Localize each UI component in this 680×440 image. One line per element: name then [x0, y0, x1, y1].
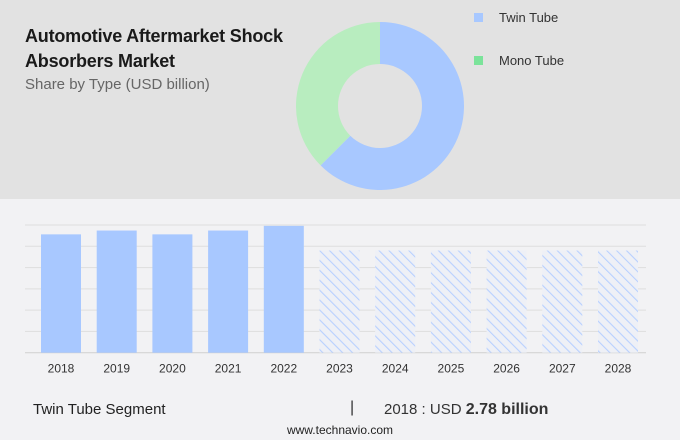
bar-2020	[152, 234, 193, 353]
legend-swatch-icon	[474, 55, 483, 65]
value-amount: 2.78 billion	[465, 401, 549, 418]
x-tick-label: 2026	[493, 362, 520, 376]
bar-2018	[41, 234, 81, 353]
value-prefix: 2018 : USD	[384, 401, 462, 418]
x-tick-label: 2025	[438, 362, 465, 376]
bar-2025	[430, 250, 471, 353]
bar-chart-plot: 2018 2019 2020 2021 2022 2023 2024 2025 2026 2027…	[25, 224, 646, 376]
x-tick-label: 2020	[159, 362, 186, 376]
bar-2024	[375, 250, 416, 353]
x-tick-label: 2019	[103, 362, 130, 376]
x-tick-label: 2024	[382, 362, 409, 376]
bar-2027	[542, 250, 583, 353]
bar-2019	[96, 230, 137, 353]
x-tick-label: 2028	[605, 362, 632, 376]
bar-2022	[263, 225, 304, 353]
bar-2023	[319, 250, 360, 353]
legend-label: Mono Tube	[499, 53, 565, 68]
separator: |	[350, 399, 355, 416]
bar-2021	[208, 230, 249, 353]
header-panel: Automotive Aftermarket Shock Absorbers M…	[0, 0, 680, 199]
segment-label: Twin Tube Segment	[33, 401, 166, 418]
donut-slice-mono-tube	[296, 22, 380, 166]
legend-swatch-icon	[474, 12, 483, 22]
bar-chart: 2018 2019 2020 2021 2022 2023 2024 2025 2026 2027…	[0, 199, 680, 389]
x-tick-label: 2018	[48, 362, 75, 376]
chart-title: Automotive Aftermarket Shock Absorbers M…	[25, 26, 283, 71]
x-tick-label: 2021	[215, 362, 242, 376]
chart-subtitle: Share by Type (USD billion)	[25, 76, 210, 93]
legend-item-mono-tube: Mono Tube	[474, 53, 564, 68]
donut-chart	[296, 22, 464, 190]
segment-value: 2018 : USD 2.78 billion	[384, 401, 548, 419]
bar-2026	[486, 250, 527, 353]
x-tick-label: 2022	[270, 362, 297, 376]
bar-2028	[598, 250, 638, 353]
source-url: www.technavio.com	[286, 423, 394, 437]
legend-item-twin-tube: Twin Tube	[474, 10, 558, 25]
legend-label: Twin Tube	[499, 10, 559, 25]
x-tick-label: 2027	[549, 362, 576, 376]
x-tick-label: 2023	[326, 362, 353, 376]
